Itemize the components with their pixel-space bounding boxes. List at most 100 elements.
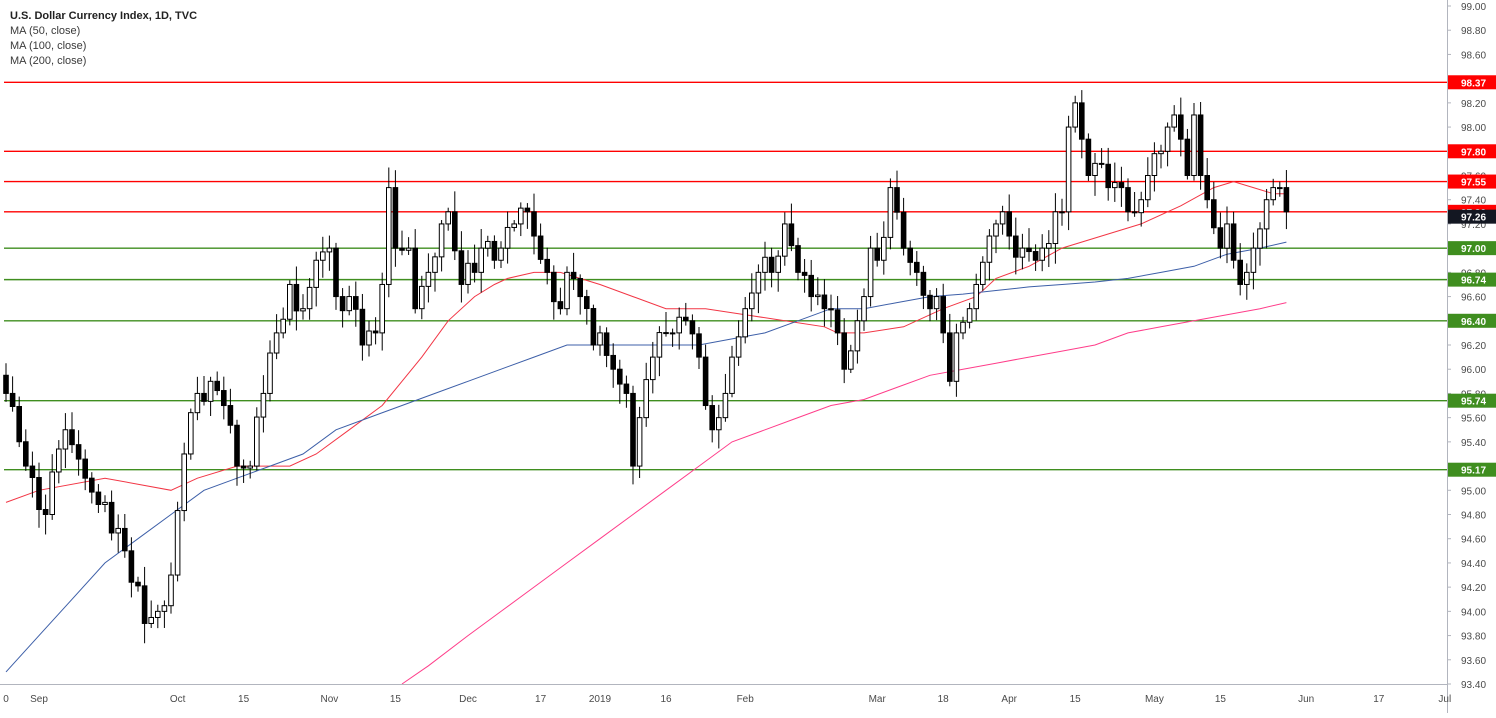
x-tick-label: 16 — [660, 694, 672, 705]
candle — [333, 242, 339, 310]
candle — [227, 388, 234, 434]
candle — [1283, 170, 1290, 230]
candle — [1019, 233, 1026, 270]
candle — [933, 288, 940, 321]
candle — [1085, 133, 1092, 181]
candle — [696, 327, 702, 369]
candle — [392, 170, 399, 267]
svg-text:95.17: 95.17 — [1461, 466, 1486, 477]
x-tick-label: 15 — [1070, 694, 1082, 705]
level-label-97.55: 97.55 — [1448, 174, 1496, 189]
svg-text:96.40: 96.40 — [1461, 317, 1486, 328]
candle — [399, 230, 405, 256]
candle — [960, 316, 966, 340]
y-tick-label: 95.00 — [1461, 486, 1486, 497]
candle — [3, 363, 9, 402]
candle — [663, 312, 669, 337]
x-tick-label: May — [1145, 694, 1164, 705]
legend-title: U.S. Dollar Currency Index, 1D, TVC — [10, 10, 198, 22]
candle — [438, 220, 445, 272]
candle — [841, 318, 848, 384]
candle — [768, 247, 775, 288]
candle — [867, 235, 874, 307]
candle — [128, 537, 135, 598]
candle — [650, 341, 656, 394]
candle — [1151, 142, 1158, 192]
candle — [1164, 122, 1171, 167]
time-axis[interactable]: 0 Sep Oct 15 Nov 15 Dec 17 2019 16 Feb Mar 18 Apr 15 Ma… — [0, 684, 1451, 706]
candle — [293, 266, 300, 331]
candle — [861, 288, 867, 331]
candle — [1257, 222, 1263, 266]
svg-text:97.00: 97.00 — [1461, 244, 1486, 255]
candle — [1072, 95, 1079, 133]
candle — [993, 219, 999, 254]
candle — [511, 220, 517, 232]
candle — [914, 251, 920, 286]
candle — [564, 266, 570, 316]
candle — [1171, 105, 1178, 132]
candle — [405, 237, 412, 255]
candle — [115, 514, 122, 553]
candle — [49, 454, 56, 520]
candle — [1039, 234, 1046, 272]
candle — [537, 223, 544, 264]
svg-text:97.55: 97.55 — [1461, 178, 1486, 189]
ma-line-1 — [5, 181, 1287, 503]
y-tick-label: 95.60 — [1461, 414, 1486, 425]
x-tick-label: Jul — [1438, 694, 1451, 705]
x-tick-label: 0 — [3, 694, 9, 705]
candle — [1145, 157, 1151, 208]
candle — [174, 501, 181, 582]
candle — [1052, 193, 1059, 264]
x-tick-label: Oct — [170, 694, 186, 705]
candle — [458, 231, 465, 303]
x-tick-label: 15 — [1215, 694, 1227, 705]
candle — [445, 207, 451, 231]
candle — [603, 327, 610, 368]
candle — [452, 191, 458, 261]
candle — [1244, 263, 1250, 300]
candle — [419, 275, 425, 320]
candle — [1112, 162, 1118, 202]
candle — [432, 252, 438, 292]
candle — [234, 419, 240, 486]
candle — [669, 328, 676, 347]
candle — [313, 251, 319, 307]
level-label-97.80: 97.80 — [1448, 144, 1496, 159]
candle — [815, 277, 821, 306]
candle — [848, 344, 854, 374]
x-tick-label: Jun — [1298, 694, 1314, 705]
candle — [907, 240, 914, 276]
candle — [577, 274, 584, 315]
candle — [1211, 181, 1217, 235]
candle — [471, 244, 478, 283]
candle — [273, 314, 280, 360]
candle — [1059, 198, 1065, 226]
candle — [676, 307, 683, 350]
candle — [95, 484, 102, 513]
candle — [141, 566, 148, 644]
candle — [155, 604, 161, 629]
candle — [927, 290, 933, 322]
candle — [1065, 115, 1072, 231]
price-axis[interactable]: 93.40 93.60 93.80 94.00 94.20 94.40 94.60 94.80… — [1447, 0, 1486, 713]
candle — [1118, 166, 1125, 207]
candle — [920, 265, 927, 310]
candle — [808, 259, 815, 312]
candle — [287, 280, 293, 326]
candle — [1263, 188, 1270, 249]
candle — [557, 287, 564, 315]
candle — [267, 340, 273, 402]
legend-ma200: MA (200, close) — [10, 55, 87, 67]
candle — [947, 313, 953, 387]
candle — [36, 462, 42, 528]
y-tick-label: 98.20 — [1461, 99, 1486, 110]
ma-line-3 — [401, 302, 1287, 685]
candle — [478, 229, 484, 293]
level-label-96.40: 96.40 — [1448, 313, 1496, 328]
candle — [801, 259, 808, 293]
candle — [379, 272, 385, 351]
